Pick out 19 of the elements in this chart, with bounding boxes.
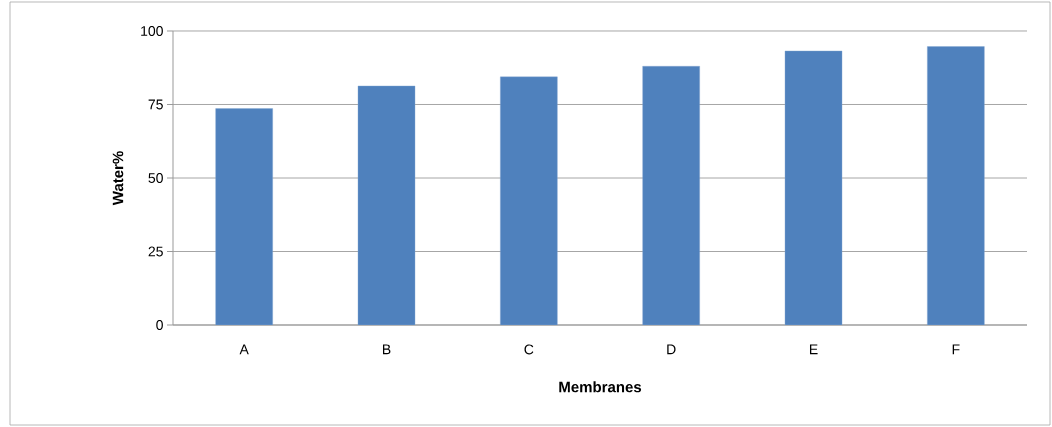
y-tick-label: 75 xyxy=(148,99,163,110)
bar xyxy=(215,108,273,325)
y-axis-title: Water% xyxy=(112,151,124,206)
bar xyxy=(927,46,985,325)
bar xyxy=(500,76,558,325)
y-tick-label: 0 xyxy=(156,320,163,330)
x-tick-label: C xyxy=(524,344,534,355)
x-tick-label: F xyxy=(952,344,960,355)
x-axis-title: Membranes xyxy=(559,381,642,393)
y-tick-label: 100 xyxy=(141,26,163,36)
x-tick-label: A xyxy=(239,344,249,355)
x-tick-label: D xyxy=(667,344,676,355)
y-tick-label: 50 xyxy=(148,173,163,183)
x-tick-label: B xyxy=(382,344,391,355)
y-tick-label: 25 xyxy=(148,246,163,257)
bar xyxy=(784,50,843,325)
bar xyxy=(642,66,700,325)
x-tick-label: E xyxy=(809,344,818,355)
bar xyxy=(357,85,416,325)
